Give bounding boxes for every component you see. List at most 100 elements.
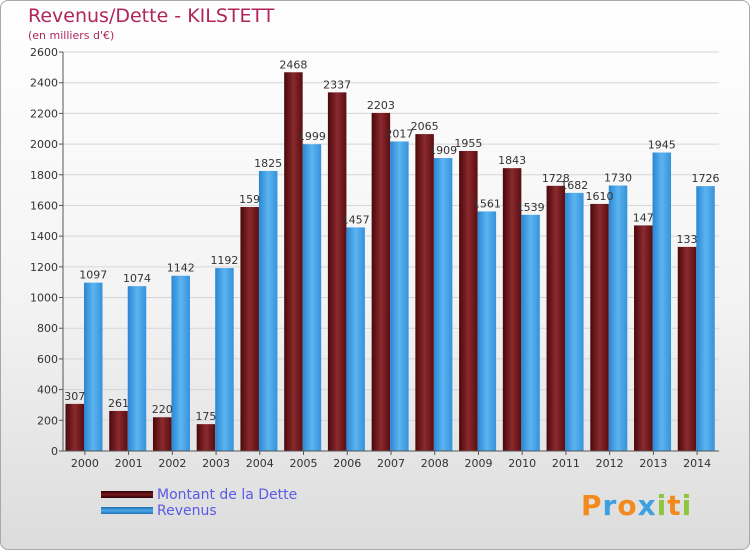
x-tick-label: 2002 — [158, 457, 186, 470]
bar-revenus — [433, 158, 453, 451]
bar-revenus — [696, 186, 715, 452]
value-label-revenus: 1539 — [517, 201, 545, 214]
x-tick-label: 2013 — [639, 457, 667, 470]
bar-revenus — [171, 275, 190, 451]
value-label-debt: 307 — [64, 390, 85, 403]
bar-revenus — [477, 211, 497, 451]
logo-letter: t — [667, 489, 682, 522]
bar-revenus — [127, 286, 147, 451]
bar-revenus — [84, 282, 103, 451]
value-label-debt: 133 — [677, 233, 698, 246]
value-label-debt: 261 — [108, 397, 129, 410]
y-tick-label: 2600 — [30, 46, 58, 59]
value-label-debt: 1843 — [498, 154, 526, 167]
legend-label-revenus: Revenus — [157, 503, 217, 519]
value-label-revenus: 1682 — [560, 179, 588, 192]
value-label-revenus: 1074 — [123, 272, 151, 285]
bar-debt — [196, 424, 216, 451]
bar-debt — [502, 168, 522, 451]
bar-revenus — [390, 141, 409, 451]
x-tick-label: 2007 — [377, 457, 405, 470]
x-tick-label: 2008 — [421, 457, 449, 470]
x-tick-label: 2003 — [202, 457, 230, 470]
y-tick-label: 800 — [37, 322, 58, 335]
bar-debt — [371, 112, 391, 452]
value-label-revenus: 1726 — [692, 172, 720, 185]
value-label-revenus: 1561 — [473, 197, 501, 210]
bar-revenus — [521, 214, 540, 451]
bar-debt — [109, 410, 128, 451]
value-label-debt: 175 — [195, 410, 216, 423]
chart-title: Revenus/Dette - KILSTETT — [28, 5, 275, 27]
logo-letter: i — [681, 489, 693, 522]
bar-debt — [634, 225, 653, 451]
value-label-debt: 2337 — [323, 78, 351, 91]
bar-debt — [546, 185, 566, 451]
value-labels: 307 1097 261 1074 220 1142 175 1192 159 1825 2468 1… — [64, 58, 719, 423]
axes: 0 200 400 600 800 1000 1200 1400 1600 1800 2000 220… — [30, 46, 719, 470]
x-tick-label: 2001 — [115, 457, 143, 470]
logo-letter: P — [581, 489, 603, 522]
bar-debt — [65, 403, 84, 451]
x-tick-label: 2011 — [552, 457, 580, 470]
value-label-debt: 1728 — [542, 172, 570, 185]
y-tick-label: 0 — [51, 445, 58, 458]
bar-debt — [327, 92, 347, 451]
y-tick-label: 200 — [37, 414, 58, 427]
value-label-debt: 2468 — [279, 58, 307, 71]
bar-debt — [415, 134, 434, 451]
value-label-debt: 2203 — [367, 99, 395, 112]
value-label-debt: 1610 — [586, 190, 614, 203]
x-tick-label: 2009 — [464, 457, 492, 470]
logo-letter: i — [656, 489, 668, 522]
y-tick-label: 1400 — [30, 230, 58, 243]
value-label-revenus: 1909 — [429, 144, 457, 157]
x-tick-label: 2000 — [71, 457, 99, 470]
bar-debt — [152, 417, 172, 451]
y-tick-label: 1000 — [30, 292, 58, 305]
bar-revenus — [302, 144, 322, 451]
logo-letter: r — [602, 489, 618, 522]
y-tick-label: 1200 — [30, 261, 58, 274]
value-label-revenus: 2017 — [385, 127, 413, 140]
bar-revenus — [258, 170, 278, 452]
value-label-debt: 220 — [152, 403, 173, 416]
bars — [65, 72, 715, 452]
y-tick-label: 2000 — [30, 138, 58, 151]
bar-debt — [677, 246, 697, 451]
value-label-debt: 2065 — [411, 120, 439, 133]
legend-swatch-revenus — [101, 507, 153, 514]
x-tick-label: 2014 — [683, 457, 711, 470]
bar-debt — [284, 72, 303, 451]
bar-debt — [590, 203, 609, 451]
value-label-revenus: 1945 — [648, 139, 676, 152]
y-tick-label: 1600 — [30, 199, 58, 212]
bar-revenus — [346, 227, 365, 451]
value-label-revenus: 1142 — [167, 262, 195, 275]
x-tick-label: 2004 — [246, 457, 274, 470]
value-label-debt: 1955 — [454, 137, 482, 150]
bar-debt — [240, 206, 259, 451]
bar-revenus — [565, 192, 584, 451]
chart-subtitle: (en milliers d'€) — [28, 29, 115, 42]
logo-letter: o — [617, 489, 638, 522]
x-tick-label: 2006 — [333, 457, 361, 470]
y-tick-label: 2200 — [30, 107, 58, 120]
y-tick-label: 400 — [37, 384, 58, 397]
value-label-revenus: 1825 — [254, 157, 282, 170]
value-label-debt: 159 — [239, 193, 260, 206]
y-tick-label: 600 — [37, 353, 58, 366]
y-tick-label: 2400 — [30, 77, 58, 90]
y-tick-label: 1800 — [30, 169, 58, 182]
legend-label-debt: Montant de la Dette — [157, 487, 298, 503]
value-label-revenus: 1999 — [298, 130, 326, 143]
x-tick-label: 2005 — [290, 457, 318, 470]
proxiti-logo: Proxiti — [581, 489, 692, 522]
value-label-revenus: 1192 — [210, 254, 238, 267]
legend-swatch-debt — [101, 491, 153, 498]
value-label-revenus: 1097 — [79, 269, 107, 282]
x-tick-label: 2010 — [508, 457, 536, 470]
bar-revenus — [608, 185, 628, 451]
logo-letter: x — [637, 489, 657, 522]
